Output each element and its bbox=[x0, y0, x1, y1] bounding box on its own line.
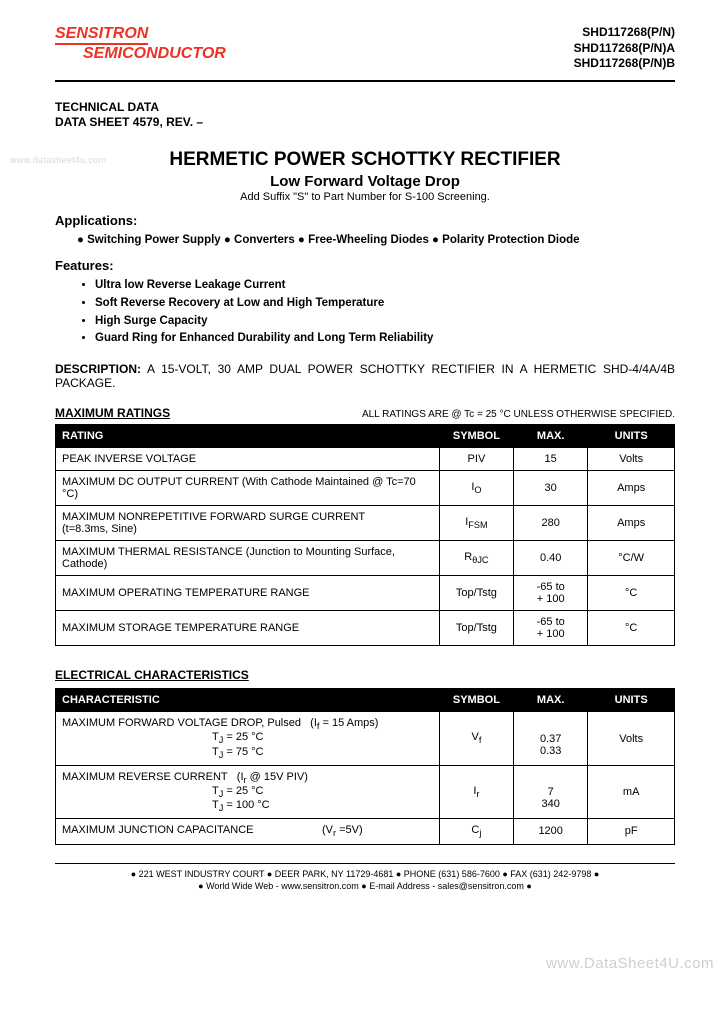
logo-line2: SEMICONDUCTOR bbox=[83, 45, 226, 63]
table-row: MAXIMUM OPERATING TEMPERATURE RANGETop/T… bbox=[56, 576, 675, 611]
tech-data-line2: DATA SHEET 4579, REV. – bbox=[55, 115, 675, 131]
th-char: CHARACTERISTIC bbox=[56, 689, 440, 712]
footer-line1: ● 221 WEST INDUSTRY COURT ● DEER PARK, N… bbox=[55, 868, 675, 880]
cell-max: 0.40 bbox=[514, 541, 588, 576]
watermark-left: www.datasheet4u.com bbox=[10, 155, 106, 165]
max-ratings-heading: MAXIMUM RATINGS bbox=[55, 406, 170, 420]
cell-symbol: IFSM bbox=[439, 506, 513, 541]
cell-char: MAXIMUM FORWARD VOLTAGE DROP, Pulsed (If… bbox=[56, 712, 440, 766]
cell-symbol: Vf bbox=[439, 712, 513, 766]
cell-symbol: Ir bbox=[439, 765, 513, 819]
feature-item: High Surge Capacity bbox=[95, 313, 675, 331]
cell-symbol: Top/Tstg bbox=[439, 576, 513, 611]
table-row: MAXIMUM STORAGE TEMPERATURE RANGETop/Tst… bbox=[56, 611, 675, 646]
th-symbol: SYMBOL bbox=[439, 689, 513, 712]
elec-table: CHARACTERISTIC SYMBOL MAX. UNITS MAXIMUM… bbox=[55, 688, 675, 844]
elec-heading: ELECTRICAL CHARACTERISTICS bbox=[55, 668, 675, 682]
page-title: HERMETIC POWER SCHOTTKY RECTIFIER bbox=[55, 149, 675, 171]
max-ratings-note: ALL RATINGS ARE @ Tc = 25 °C UNLESS OTHE… bbox=[362, 409, 675, 420]
tech-data-block: TECHNICAL DATA DATA SHEET 4579, REV. – bbox=[55, 100, 675, 131]
header-rule bbox=[55, 80, 675, 82]
watermark-right: www.DataSheet4U.com bbox=[546, 955, 714, 972]
description-label: DESCRIPTION: bbox=[55, 362, 141, 376]
cell-symbol: Cj bbox=[439, 819, 513, 844]
part-numbers: SHD117268(P/N) SHD117268(P/N)A SHD117268… bbox=[574, 25, 675, 72]
ratings-tbody: PEAK INVERSE VOLTAGEPIV15VoltsMAXIMUM DC… bbox=[56, 448, 675, 646]
table-row: MAXIMUM REVERSE CURRENT (Ir @ 15V PIV)TJ… bbox=[56, 765, 675, 819]
tech-data-line1: TECHNICAL DATA bbox=[55, 100, 675, 116]
cell-units: mA bbox=[588, 765, 675, 819]
th-max: MAX. bbox=[514, 689, 588, 712]
part-num-0: SHD117268(P/N) bbox=[574, 25, 675, 41]
table-header-row: CHARACTERISTIC SYMBOL MAX. UNITS bbox=[56, 689, 675, 712]
page-subtitle: Low Forward Voltage Drop bbox=[55, 173, 675, 190]
cell-max: -65 to+ 100 bbox=[514, 576, 588, 611]
cell-symbol: RθJC bbox=[439, 541, 513, 576]
cell-max: 7340 bbox=[514, 765, 588, 819]
header: SENSITRON SEMICONDUCTOR SHD117268(P/N) S… bbox=[55, 25, 675, 72]
datasheet-page: SENSITRON SEMICONDUCTOR SHD117268(P/N) S… bbox=[0, 0, 720, 907]
th-max: MAX. bbox=[514, 425, 588, 448]
footer: ● 221 WEST INDUSTRY COURT ● DEER PARK, N… bbox=[55, 868, 675, 892]
cell-rating: PEAK INVERSE VOLTAGE bbox=[56, 448, 440, 471]
cell-units: °C/W bbox=[588, 541, 675, 576]
cell-units: pF bbox=[588, 819, 675, 844]
table-row: MAXIMUM NONREPETITIVE FORWARD SURGE CURR… bbox=[56, 506, 675, 541]
table-row: MAXIMUM DC OUTPUT CURRENT (With Cathode … bbox=[56, 471, 675, 506]
applications-heading: Applications: bbox=[55, 213, 675, 228]
cell-units: °C bbox=[588, 576, 675, 611]
features-list: Ultra low Reverse Leakage Current Soft R… bbox=[95, 277, 675, 348]
table-row: PEAK INVERSE VOLTAGEPIV15Volts bbox=[56, 448, 675, 471]
cell-symbol: PIV bbox=[439, 448, 513, 471]
company-logo: SENSITRON SEMICONDUCTOR bbox=[55, 25, 226, 62]
cell-symbol: Top/Tstg bbox=[439, 611, 513, 646]
logo-line1: SENSITRON bbox=[55, 25, 148, 45]
description: DESCRIPTION: A 15-VOLT, 30 AMP DUAL POWE… bbox=[55, 362, 675, 390]
footer-line2: ● World Wide Web - www.sensitron.com ● E… bbox=[55, 880, 675, 892]
table-row: MAXIMUM THERMAL RESISTANCE (Junction to … bbox=[56, 541, 675, 576]
cell-rating: MAXIMUM NONREPETITIVE FORWARD SURGE CURR… bbox=[56, 506, 440, 541]
cell-char: MAXIMUM JUNCTION CAPACITANCE(Vr =5V) bbox=[56, 819, 440, 844]
th-symbol: SYMBOL bbox=[439, 425, 513, 448]
th-units: UNITS bbox=[588, 425, 675, 448]
feature-item: Soft Reverse Recovery at Low and High Te… bbox=[95, 295, 675, 313]
cell-max: 280 bbox=[514, 506, 588, 541]
table-row: MAXIMUM FORWARD VOLTAGE DROP, Pulsed (If… bbox=[56, 712, 675, 766]
cell-rating: MAXIMUM STORAGE TEMPERATURE RANGE bbox=[56, 611, 440, 646]
cell-max: 15 bbox=[514, 448, 588, 471]
elec-tbody: MAXIMUM FORWARD VOLTAGE DROP, Pulsed (If… bbox=[56, 712, 675, 844]
features-heading: Features: bbox=[55, 258, 675, 273]
cell-units: °C bbox=[588, 611, 675, 646]
part-num-1: SHD117268(P/N)A bbox=[574, 41, 675, 57]
table-row: MAXIMUM JUNCTION CAPACITANCE(Vr =5V)Cj12… bbox=[56, 819, 675, 844]
table-header-row: RATING SYMBOL MAX. UNITS bbox=[56, 425, 675, 448]
cell-max: 0.370.33 bbox=[514, 712, 588, 766]
cell-max: 1200 bbox=[514, 819, 588, 844]
applications-line: ● Switching Power Supply ● Converters ● … bbox=[77, 234, 675, 246]
cell-units: Amps bbox=[588, 506, 675, 541]
cell-units: Volts bbox=[588, 448, 675, 471]
footer-rule bbox=[55, 863, 675, 864]
cell-max: -65 to+ 100 bbox=[514, 611, 588, 646]
cell-rating: MAXIMUM DC OUTPUT CURRENT (With Cathode … bbox=[56, 471, 440, 506]
max-ratings-header-row: MAXIMUM RATINGS ALL RATINGS ARE @ Tc = 2… bbox=[55, 406, 675, 420]
max-ratings-table: RATING SYMBOL MAX. UNITS PEAK INVERSE VO… bbox=[55, 424, 675, 646]
cell-units: Volts bbox=[588, 712, 675, 766]
cell-symbol: IO bbox=[439, 471, 513, 506]
feature-item: Ultra low Reverse Leakage Current bbox=[95, 277, 675, 295]
cell-char: MAXIMUM REVERSE CURRENT (Ir @ 15V PIV)TJ… bbox=[56, 765, 440, 819]
description-text: A 15-VOLT, 30 AMP DUAL POWER SCHOTTKY RE… bbox=[55, 362, 675, 390]
cell-rating: MAXIMUM THERMAL RESISTANCE (Junction to … bbox=[56, 541, 440, 576]
th-units: UNITS bbox=[588, 689, 675, 712]
cell-rating: MAXIMUM OPERATING TEMPERATURE RANGE bbox=[56, 576, 440, 611]
page-subnote: Add Suffix "S" to Part Number for S-100 … bbox=[55, 191, 675, 203]
part-num-2: SHD117268(P/N)B bbox=[574, 56, 675, 72]
th-rating: RATING bbox=[56, 425, 440, 448]
cell-max: 30 bbox=[514, 471, 588, 506]
feature-item: Guard Ring for Enhanced Durability and L… bbox=[95, 330, 675, 348]
cell-units: Amps bbox=[588, 471, 675, 506]
